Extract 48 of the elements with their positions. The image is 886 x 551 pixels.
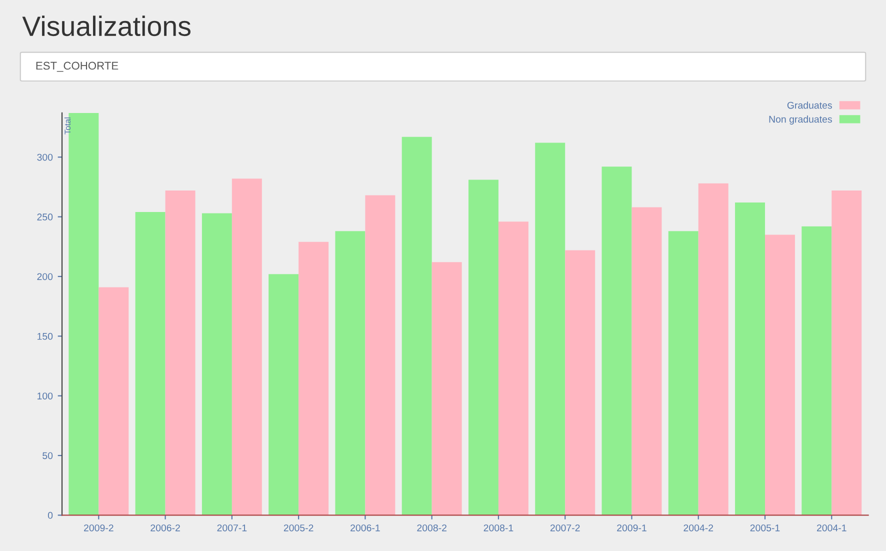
bar xyxy=(335,231,366,516)
bar xyxy=(402,136,432,516)
bar xyxy=(698,183,728,516)
y-tick-label: 250 xyxy=(37,214,53,220)
bar xyxy=(98,287,129,516)
bar xyxy=(565,250,596,516)
bar xyxy=(668,231,698,516)
y-tick-label: 100 xyxy=(38,392,53,400)
bar xyxy=(68,112,99,516)
x-tick-label: 2004-1 xyxy=(816,524,846,532)
bar xyxy=(432,262,462,516)
y-tick-label: 200 xyxy=(37,273,53,280)
legend-label: Non graduates xyxy=(769,116,832,125)
x-tick-label: 2007-1 xyxy=(217,524,247,532)
x-tick-label: 2006-2 xyxy=(150,524,180,532)
y-tick-label: 50 xyxy=(42,452,53,460)
x-tick-label: 2009-1 xyxy=(617,524,646,532)
bar xyxy=(232,178,262,516)
y-axis-title: Total xyxy=(64,118,71,134)
bar xyxy=(498,222,528,516)
x-tick-label: 2007-2 xyxy=(550,524,580,532)
bar xyxy=(765,234,795,516)
chart-title: Visualizations xyxy=(22,16,190,36)
bar xyxy=(735,202,765,516)
x-tick-label: 2005-2 xyxy=(284,524,314,532)
bar xyxy=(365,195,396,516)
x-tick-label: 2009-2 xyxy=(84,524,114,532)
bar xyxy=(535,142,566,516)
y-tick-label: 300 xyxy=(37,154,53,161)
x-tick-label: 2005-1 xyxy=(750,524,780,532)
chart-subtitle: EST_COHORTE xyxy=(36,62,118,72)
bar xyxy=(468,180,498,516)
bar xyxy=(202,213,232,516)
x-tick-label: 2008-2 xyxy=(417,524,446,532)
bar xyxy=(802,226,832,516)
bar xyxy=(632,207,662,516)
bar xyxy=(135,212,166,516)
bar xyxy=(268,274,299,516)
x-tick-label: 2004-2 xyxy=(684,524,714,532)
bar xyxy=(165,190,196,516)
x-tick-label: 2008-1 xyxy=(484,524,514,532)
x-tick-label: 2006-1 xyxy=(350,524,380,532)
legend-label: Graduates xyxy=(787,102,832,109)
y-tick-label: 150 xyxy=(38,332,53,340)
bar xyxy=(602,166,632,516)
y-tick-label: 0 xyxy=(48,512,53,519)
bar xyxy=(832,190,862,516)
bar xyxy=(298,242,329,516)
